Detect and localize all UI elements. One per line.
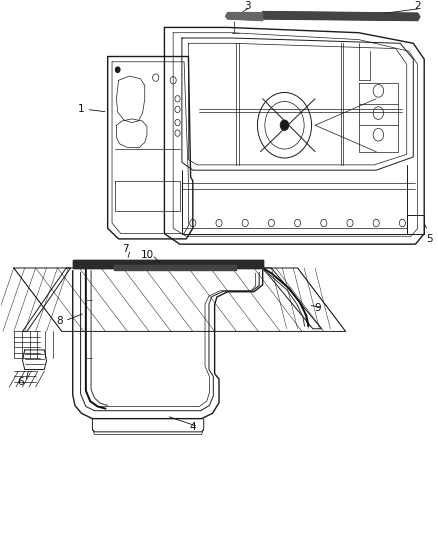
Circle shape [280,120,289,131]
Text: 7: 7 [122,245,128,254]
Text: 5: 5 [426,234,433,244]
Text: 1: 1 [78,104,85,115]
Text: 3: 3 [244,1,251,11]
Polygon shape [261,12,420,21]
Text: 9: 9 [314,303,321,313]
Text: 2: 2 [414,1,421,11]
Text: 8: 8 [57,316,63,326]
Text: 6: 6 [17,377,24,386]
Polygon shape [226,13,263,21]
Text: 10: 10 [141,250,154,260]
Polygon shape [114,265,237,270]
Text: 4: 4 [190,422,196,432]
Polygon shape [73,260,263,268]
Circle shape [116,67,120,72]
